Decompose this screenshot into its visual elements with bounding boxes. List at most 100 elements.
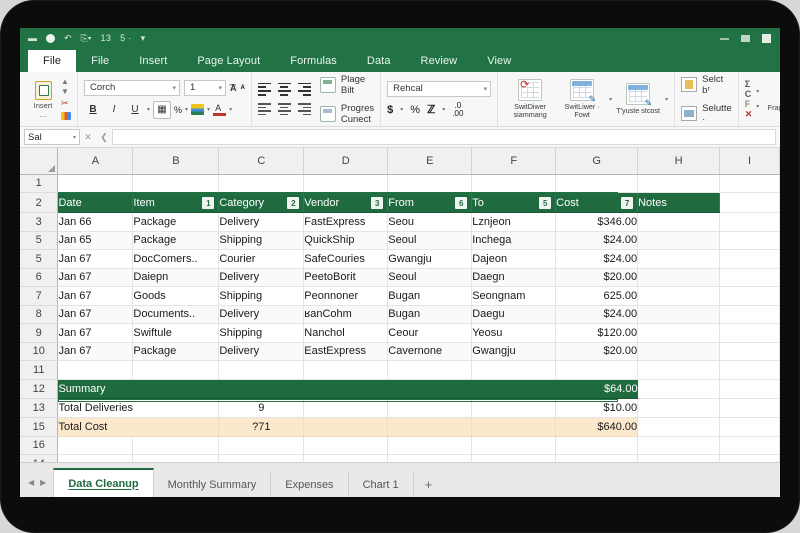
- cell[interactable]: [719, 192, 780, 213]
- sheet-tab-expenses[interactable]: Expenses: [271, 472, 349, 497]
- close-button[interactable]: [761, 33, 772, 44]
- cell[interactable]: [57, 436, 134, 455]
- cell[interactable]: [637, 436, 721, 455]
- cell[interactable]: [719, 249, 780, 269]
- chevron-down-icon[interactable]: ▾: [756, 89, 760, 95]
- cell-to[interactable]: Inchega: [471, 231, 557, 250]
- paste-button[interactable]: Insert …: [26, 80, 60, 118]
- find-select-button[interactable]: ▾ Fragile package: [764, 87, 780, 112]
- cell[interactable]: [471, 174, 557, 193]
- cell-to[interactable]: Lznjeon: [471, 212, 557, 232]
- row-header-10[interactable]: 10: [20, 342, 59, 361]
- align-center-button[interactable]: [277, 82, 292, 96]
- cell-vendor[interactable]: Nanchol: [303, 323, 389, 343]
- cell[interactable]: [132, 174, 220, 193]
- cell[interactable]: [719, 268, 780, 287]
- cell[interactable]: [387, 360, 473, 380]
- cell[interactable]: [387, 436, 473, 455]
- total-deliveries-count[interactable]: 9: [218, 398, 305, 418]
- cell-cost[interactable]: $24.00: [555, 249, 639, 269]
- row-header-5[interactable]: 5: [20, 249, 59, 269]
- row-header-16[interactable]: 16: [20, 436, 59, 455]
- cell[interactable]: [387, 398, 473, 418]
- table-header-category[interactable]: Category 2: [218, 192, 305, 213]
- filter-chip[interactable]: 6: [455, 197, 468, 209]
- font-color-icon[interactable]: A: [213, 103, 227, 116]
- minimize-button[interactable]: [719, 33, 730, 44]
- name-box[interactable]: Sal ▾: [24, 129, 80, 145]
- row-header-6[interactable]: 6: [20, 268, 59, 287]
- row-header-2[interactable]: 2: [20, 192, 59, 213]
- cell[interactable]: [57, 360, 134, 380]
- cell[interactable]: [471, 398, 557, 418]
- cell[interactable]: [719, 212, 780, 232]
- chevron-down-icon[interactable]: ▾: [400, 107, 404, 113]
- save-icon[interactable]: ▬: [28, 33, 37, 43]
- record-icon[interactable]: [46, 33, 55, 43]
- cell[interactable]: [637, 174, 721, 193]
- cell-item[interactable]: Package: [132, 231, 220, 250]
- insert-cells-button[interactable]: Selct bʳ: [681, 74, 732, 96]
- sheet-tab-data-cleanup[interactable]: Data Cleanup: [53, 468, 154, 497]
- cell-notes[interactable]: [637, 212, 721, 232]
- cell[interactable]: [303, 398, 389, 418]
- row-header-9[interactable]: 9: [20, 323, 59, 343]
- cancel-formula-button[interactable]: ✕: [84, 131, 92, 142]
- select-all-corner[interactable]: [20, 148, 59, 175]
- cell-category[interactable]: Shipping: [218, 231, 305, 250]
- cell-item[interactable]: Daiepn: [132, 268, 220, 287]
- chevron-down-icon[interactable]: ▾: [442, 107, 446, 113]
- font-name-input[interactable]: Corch ▾: [84, 79, 180, 96]
- cell-cost[interactable]: $120.00: [555, 323, 639, 343]
- cell-to[interactable]: Daegn: [471, 268, 557, 287]
- cell-vendor[interactable]: PeetᴏBorit: [303, 268, 389, 287]
- format-painter-icon[interactable]: [61, 112, 71, 120]
- cell-to[interactable]: Gwangju: [471, 342, 557, 361]
- sheet-tab-chart-1[interactable]: Chart 1: [349, 472, 414, 497]
- cell[interactable]: [719, 379, 780, 399]
- cell-to[interactable]: Daegu: [471, 305, 557, 324]
- chevron-down-icon[interactable]: ▼: [61, 87, 69, 96]
- filter-chip[interactable]: 1: [202, 197, 215, 209]
- table-header-vendor[interactable]: Vendor 3: [303, 192, 389, 213]
- cell[interactable]: [555, 436, 639, 455]
- cell-date[interactable]: Jan 67: [57, 342, 134, 361]
- cell-from[interactable]: Ceour: [387, 323, 473, 343]
- cell-cost[interactable]: $20.00: [555, 268, 639, 287]
- column-header-i[interactable]: I: [719, 148, 780, 175]
- total-cost-label[interactable]: Total Cost: [57, 417, 220, 437]
- table-header-date[interactable]: Date: [57, 192, 134, 213]
- cell-from[interactable]: Gwangju: [387, 249, 473, 269]
- cell-cost[interactable]: $346.00: [555, 212, 639, 232]
- cell-vendor[interactable]: SafeCouries: [303, 249, 389, 269]
- cell-item[interactable]: Package: [132, 342, 220, 361]
- formula-input[interactable]: [112, 129, 776, 145]
- cell[interactable]: [637, 360, 721, 380]
- row-header-4[interactable]: 5: [20, 231, 59, 250]
- cell[interactable]: [719, 342, 780, 361]
- fill-button[interactable]: C: [744, 88, 752, 99]
- bold-button[interactable]: B: [89, 104, 97, 115]
- cell-category[interactable]: Delivery: [218, 305, 305, 324]
- cell[interactable]: [719, 286, 780, 306]
- table-header-notes[interactable]: Notes: [637, 192, 721, 213]
- confirm-formula-button[interactable]: ❮: [100, 131, 108, 142]
- cell-vendor[interactable]: ʁanCohm: [303, 305, 389, 324]
- cell[interactable]: [387, 417, 473, 437]
- ribbon-tab-formulas[interactable]: Formulas: [290, 55, 337, 67]
- table-header-item[interactable]: Item 1: [132, 192, 220, 213]
- cell-date[interactable]: Jan 67: [57, 286, 134, 306]
- clear-button[interactable]: F: [744, 98, 751, 109]
- total-cost-mid[interactable]: ?71: [218, 417, 305, 437]
- cell[interactable]: [471, 360, 557, 380]
- column-header-b[interactable]: B: [132, 148, 220, 175]
- cell-category[interactable]: Shipping: [218, 286, 305, 306]
- percent-format-button[interactable]: %: [410, 103, 421, 116]
- cell-vendor[interactable]: EastExpress: [303, 342, 389, 361]
- currency-format-button[interactable]: $: [387, 103, 394, 116]
- number-format-select[interactable]: Rehcal ▾: [387, 80, 492, 97]
- cell[interactable]: [303, 436, 389, 455]
- summary-label[interactable]: Summary: [57, 379, 556, 399]
- row-header-3[interactable]: 3: [20, 212, 59, 232]
- cell-from[interactable]: Seoul: [387, 268, 473, 287]
